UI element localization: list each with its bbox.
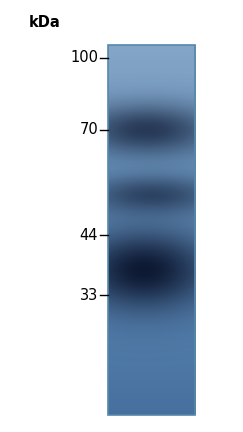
Text: kDa: kDa	[28, 15, 60, 30]
Bar	[108, 45, 195, 415]
Text: 33: 33	[80, 288, 98, 302]
Text: 70: 70	[79, 123, 98, 137]
Text: 44: 44	[79, 228, 98, 242]
Text: 100: 100	[70, 51, 98, 66]
